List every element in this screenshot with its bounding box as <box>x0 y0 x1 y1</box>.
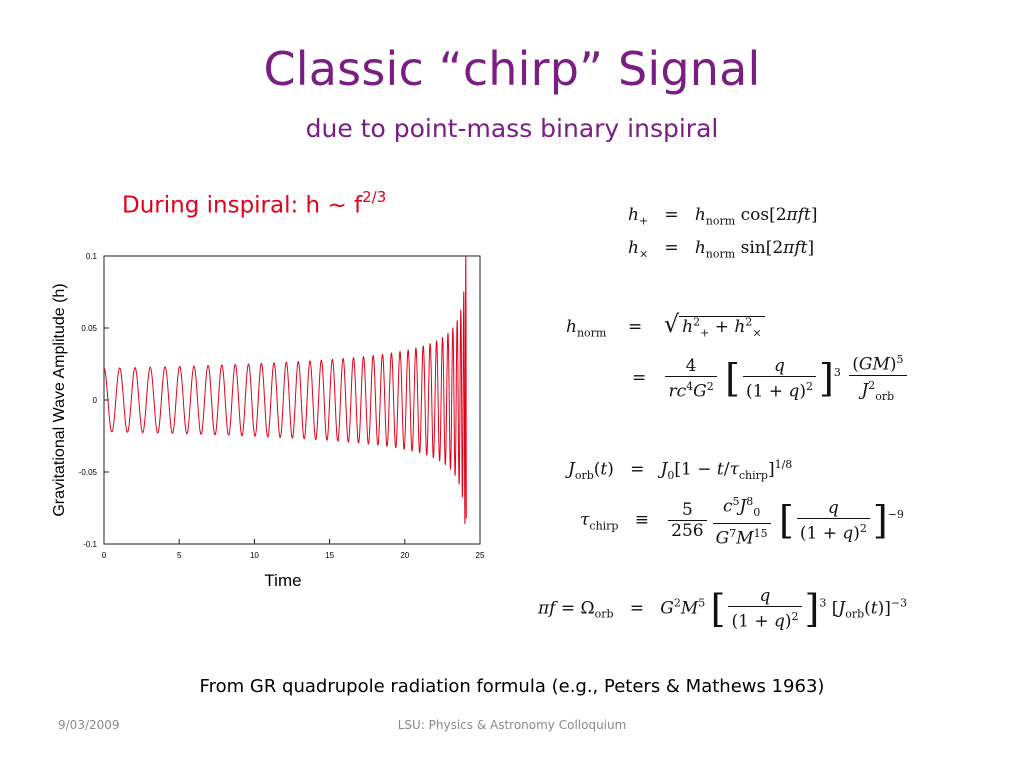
chirp-waveform-line <box>103 255 467 524</box>
x-tick-label: 10 <box>250 551 259 560</box>
inspiral-relation-exponent: 2/3 <box>362 188 387 206</box>
fraction-4-over-rc4G2: 4 rc4G2 <box>665 356 717 401</box>
y-axis-label: Gravitational Wave Amplitude (h) <box>51 283 68 516</box>
plot-frame <box>103 255 481 545</box>
y-tick-label: 0 <box>93 396 98 405</box>
fraction-5-over-256: 5 256 <box>668 500 707 541</box>
equation-h-norm-expanded: = 4 rc4G2 [q (1 + q)2]3 (GM)5 J2orb <box>632 350 910 407</box>
equation-J-orb: Jorb(t) = J0[1 − t/τchirp]1/8 <box>568 458 793 483</box>
x-tick-label: 25 <box>476 551 485 560</box>
x-tick-label: 5 <box>177 551 182 560</box>
fraction-q-over-1plusq-squared-2: q (1 + q)2 <box>796 498 870 543</box>
footer-event: LSU: Physics & Astronomy Colloquium <box>397 718 627 732</box>
x-axis-ticks: 0 5 10 15 20 25 <box>102 539 485 560</box>
inspiral-relation: During inspiral: h ~ f2/3 <box>122 188 387 219</box>
slide-title: Classic “chirp” Signal <box>263 42 761 96</box>
y-tick-label: 0.1 <box>86 252 98 261</box>
footnote: From GR quadrupole radiation formula (e.… <box>199 676 825 697</box>
x-tick-label: 0 <box>102 551 107 560</box>
slide-subtitle: due to point-mass binary inspiral <box>305 114 719 143</box>
fraction-q-over-1plusq-squared-3: q (1 + q)2 <box>728 586 802 632</box>
equation-h-cross: h× = hnorm sin[2πft] <box>628 238 815 261</box>
equation-orbital-frequency: πf = Ωorb = G2M5 [q (1 + q)2]3 [Jorb(t)]−… <box>538 586 908 632</box>
inspiral-relation-text: During inspiral: h ~ f <box>122 192 363 219</box>
x-tick-label: 15 <box>325 551 334 560</box>
fraction-c5J08-over-G7M15: c5J80 G7M15 <box>712 492 771 549</box>
footer-date: 9/03/2009 <box>58 718 120 732</box>
y-tick-label: -0.1 <box>83 540 97 549</box>
equation-h-norm: hnorm = √ h2+ + h2× <box>566 310 765 339</box>
equation-tau-chirp: τchirp ≡ 5 256 c5J80 G7M15 [q (1 + q)2]−9 <box>580 492 904 549</box>
y-tick-label: -0.05 <box>79 468 98 477</box>
x-tick-label: 20 <box>400 551 409 560</box>
x-axis-label: Time <box>264 571 301 590</box>
chirp-waveform-chart: 0.1 0.05 0 -0.05 -0.1 0 5 10 15 20 25 Time Gravit… <box>51 252 485 590</box>
y-axis-ticks: 0.1 0.05 0 -0.05 -0.1 <box>79 252 109 549</box>
equation-h-plus: h+ = hnorm cos[2πft] <box>628 205 818 228</box>
fraction-q-over-1plusq-squared: q (1 + q)2 <box>742 356 816 401</box>
fraction-GM5-over-Jorb2: (GM)5 J2orb <box>849 350 907 407</box>
y-tick-label: 0.05 <box>81 324 97 333</box>
